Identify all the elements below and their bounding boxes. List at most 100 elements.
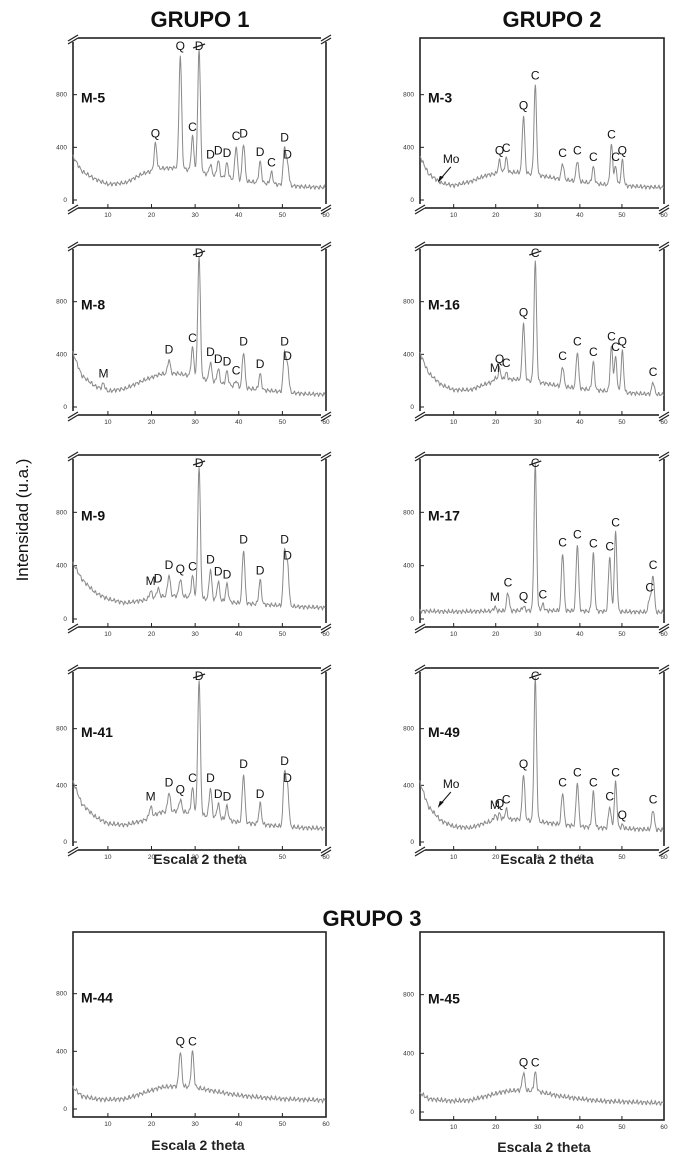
x-tick-label: 20 [492,419,500,426]
peak-label: C [267,155,276,169]
diffraction-trace [419,463,665,615]
peak-label: D [239,126,248,140]
axis-break-mark [67,207,79,215]
panel-m-5: 0400800102030405060QQCDDDDCDDCDDM-5 [56,34,332,219]
axis-break-mark [67,411,79,419]
peak-label: C [607,128,616,142]
y-tick-label: 400 [403,1050,414,1057]
sample-label: M-45 [428,990,460,1006]
peak-label: D [239,533,248,547]
peak-label: M [490,590,500,604]
peak-label: Q [618,335,627,349]
sample-label: M-9 [81,507,105,523]
panel-m-9: 0400800102030405060MDDQCDDDDDDDDM-9 [56,451,332,638]
x-tick-label: 20 [148,631,156,638]
peak-label: C [649,792,658,806]
annotation-label: Mo [443,777,460,791]
peak-label: M [490,798,500,812]
y-tick-label: 400 [403,782,414,789]
peak-label: Q [618,808,627,822]
group-2-title: GRUPO 2 [502,7,601,32]
peak-break-mark [192,250,206,256]
axis-break-mark [658,241,670,249]
axis-break-mark [658,204,670,212]
y-tick-label: 800 [56,991,67,998]
peak-label: D [223,146,232,160]
peak-label: M [99,366,109,380]
axis-break-mark [414,451,426,459]
axis-break-mark [414,244,426,252]
x-tick-label: 30 [192,854,200,861]
x-tick-label: 10 [450,419,458,426]
axis-break-mark [67,667,79,675]
peak-label: Q [519,757,528,771]
x-tick-label: 20 [492,631,500,638]
peak-label: Q [176,1034,185,1048]
axis-break-mark [320,241,332,249]
axis-break-mark [658,623,670,631]
plot-frame [72,931,327,1118]
peak-label: D [214,352,223,366]
y-tick-label: 400 [403,351,414,358]
x-tick-label: 10 [104,1121,112,1128]
peak-label: D [280,754,289,768]
axis-break-mark [320,454,332,462]
axis-break-mark [414,667,426,675]
x-tick-label: 40 [235,854,243,861]
x-tick-label: 20 [492,212,500,219]
y-tick-label: 0 [410,1109,414,1116]
x-tick-label: 50 [279,212,287,219]
x-tick-label: 60 [660,419,668,426]
axis-break-mark [414,414,426,422]
x-tick-label: 40 [235,631,243,638]
peak-label: D [214,565,223,579]
axis-break-mark [320,626,332,634]
axis-break-mark [67,34,79,42]
x-tick-label: 30 [192,212,200,219]
y-tick-label: 400 [56,782,67,789]
sample-label: M-49 [428,724,460,740]
peak-label: C [539,587,548,601]
peak-label: C [232,129,241,143]
peak-label: D [154,571,163,585]
x-tick-label: 10 [450,212,458,219]
x-tick-label: 50 [618,419,626,426]
panel-m-16: 0400800102030405060MQCQCCCCCCQCM-16 [403,241,670,426]
peak-label: D [256,357,265,371]
peak-label: D [280,335,289,349]
diffraction-trace [72,680,327,831]
x-tick-label: 60 [322,212,330,219]
diffraction-trace [419,677,664,833]
peak-label: D [165,775,174,789]
x-tick-label: 40 [235,419,243,426]
axis-break-mark [414,626,426,634]
y-tick-label: 800 [56,509,67,516]
peak-label: Q [176,39,185,53]
peak-label: D [280,130,289,144]
peak-label: C [558,775,567,789]
diffraction-trace [72,48,327,190]
panel-m-44: 0 400 800 10 20 30 40 50 60 Q C M-44 [56,931,330,1128]
x-axis-label-group-2: Escala 2 theta [500,851,594,867]
group-3-title: GRUPO 3 [322,906,421,931]
axis-break-mark [320,244,332,252]
axis-break-mark [658,664,670,672]
peak-label: C [589,775,598,789]
peak-label: Q [495,352,504,366]
axis-break-mark [320,207,332,215]
x-tick-label: 60 [322,854,330,861]
axis-break-mark [414,204,426,212]
x-tick-label: 40 [576,419,584,426]
peak-label: Q [519,589,528,603]
x-tick-label: 60 [660,1124,668,1131]
peak-label: M [490,361,500,375]
peak-label: C [504,575,513,589]
peak-label: C [188,120,197,134]
axis-break-mark [414,849,426,857]
axis-break-mark [658,849,670,857]
peak-break-mark [192,460,206,466]
peak-label: C [188,331,197,345]
peak-label: C [611,340,620,354]
